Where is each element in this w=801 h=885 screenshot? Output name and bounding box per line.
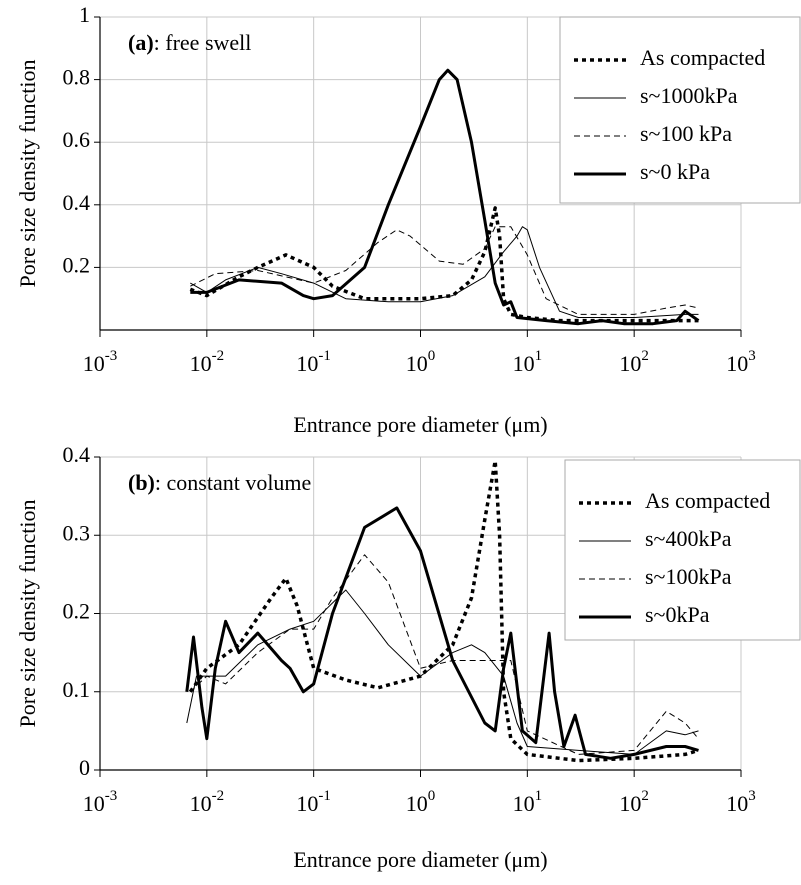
y-tick-label: 0.8 — [63, 65, 91, 90]
annotation-text: : free swell — [154, 30, 252, 55]
tick-exponent: 3 — [748, 348, 756, 364]
tick-exponent: 0 — [428, 788, 436, 804]
x-tick-label: 10-1 — [296, 788, 331, 816]
tick-base: 10 — [296, 791, 318, 816]
x-tick-label: 10-3 — [83, 788, 118, 816]
x-tick-label: 101 — [513, 348, 543, 376]
annotation-panel: (b) — [128, 470, 155, 495]
x-tick-label: 102 — [619, 348, 649, 376]
y-tick-label: 1 — [79, 2, 90, 27]
series-line — [186, 589, 699, 755]
tick-exponent: -3 — [105, 348, 118, 364]
x-tick-label: 100 — [406, 788, 436, 816]
annotation: (a): free swell — [128, 30, 251, 55]
x-tick-label: 10-3 — [83, 348, 118, 376]
tick-exponent: -3 — [105, 788, 118, 804]
tick-base: 10 — [406, 351, 428, 376]
series-line — [190, 68, 700, 326]
x-tick-label: 10-2 — [190, 788, 225, 816]
tick-exponent: 1 — [535, 348, 543, 364]
legend-box — [564, 459, 801, 641]
legend-label: s~100kPa — [645, 564, 732, 589]
annotation-text: : constant volume — [155, 470, 311, 495]
y-tick-label: 0.6 — [63, 127, 91, 152]
x-tick-label: 103 — [726, 788, 756, 816]
series-line — [190, 226, 699, 315]
tick-base: 10 — [619, 351, 641, 376]
y-tick-label: 0.2 — [63, 252, 91, 277]
y-tick-label: 0.1 — [63, 677, 91, 702]
x-tick-label: 101 — [513, 788, 543, 816]
legend-label: s~0kPa — [645, 602, 710, 627]
tick-base: 10 — [296, 351, 318, 376]
x-axis-label: Entrance pore diameter (μm) — [293, 847, 547, 872]
x-tick-label: 102 — [619, 788, 649, 816]
series-line — [189, 206, 699, 323]
legend-label: s~100 kPa — [640, 121, 732, 146]
tick-base: 10 — [513, 791, 535, 816]
series-line — [188, 459, 700, 763]
tick-base: 10 — [83, 791, 105, 816]
legend-label: s~1000kPa — [640, 83, 738, 108]
series-line — [189, 554, 699, 755]
y-tick-label: 0 — [79, 755, 90, 780]
y-axis-label: Pore size density function — [15, 60, 40, 288]
annotation-panel: (a) — [128, 30, 154, 55]
series-line — [185, 506, 699, 760]
y-tick-label: 0.2 — [63, 599, 91, 624]
y-tick-label: 0.3 — [63, 520, 91, 545]
annotation: (b): constant volume — [128, 470, 311, 495]
tick-base: 10 — [619, 791, 641, 816]
legend-box — [559, 16, 801, 204]
y-axis-label: Pore size density function — [15, 500, 40, 728]
tick-base: 10 — [190, 791, 212, 816]
legend-label: s~400kPa — [645, 526, 732, 551]
tick-base: 10 — [83, 351, 105, 376]
tick-exponent: 2 — [641, 348, 649, 364]
tick-exponent: -2 — [212, 788, 225, 804]
tick-exponent: -1 — [318, 348, 331, 364]
tick-base: 10 — [726, 351, 748, 376]
tick-exponent: 0 — [428, 348, 436, 364]
legend-label: As compacted — [640, 45, 765, 70]
tick-exponent: 3 — [748, 788, 756, 804]
y-tick-label: 0.4 — [63, 442, 91, 467]
tick-base: 10 — [406, 791, 428, 816]
tick-base: 10 — [190, 351, 212, 376]
x-tick-label: 10-2 — [190, 348, 225, 376]
x-tick-label: 103 — [726, 348, 756, 376]
tick-exponent: 1 — [535, 788, 543, 804]
series-line — [190, 226, 699, 318]
x-tick-label: 100 — [406, 348, 436, 376]
legend-label: s~0 kPa — [640, 159, 710, 184]
y-tick-label: 0.4 — [63, 190, 91, 215]
x-tick-label: 10-1 — [296, 348, 331, 376]
tick-base: 10 — [513, 351, 535, 376]
x-axis-label: Entrance pore diameter (μm) — [293, 412, 547, 437]
tick-base: 10 — [726, 791, 748, 816]
tick-exponent: -2 — [212, 348, 225, 364]
tick-exponent: 2 — [641, 788, 649, 804]
tick-exponent: -1 — [318, 788, 331, 804]
legend-label: As compacted — [645, 488, 770, 513]
